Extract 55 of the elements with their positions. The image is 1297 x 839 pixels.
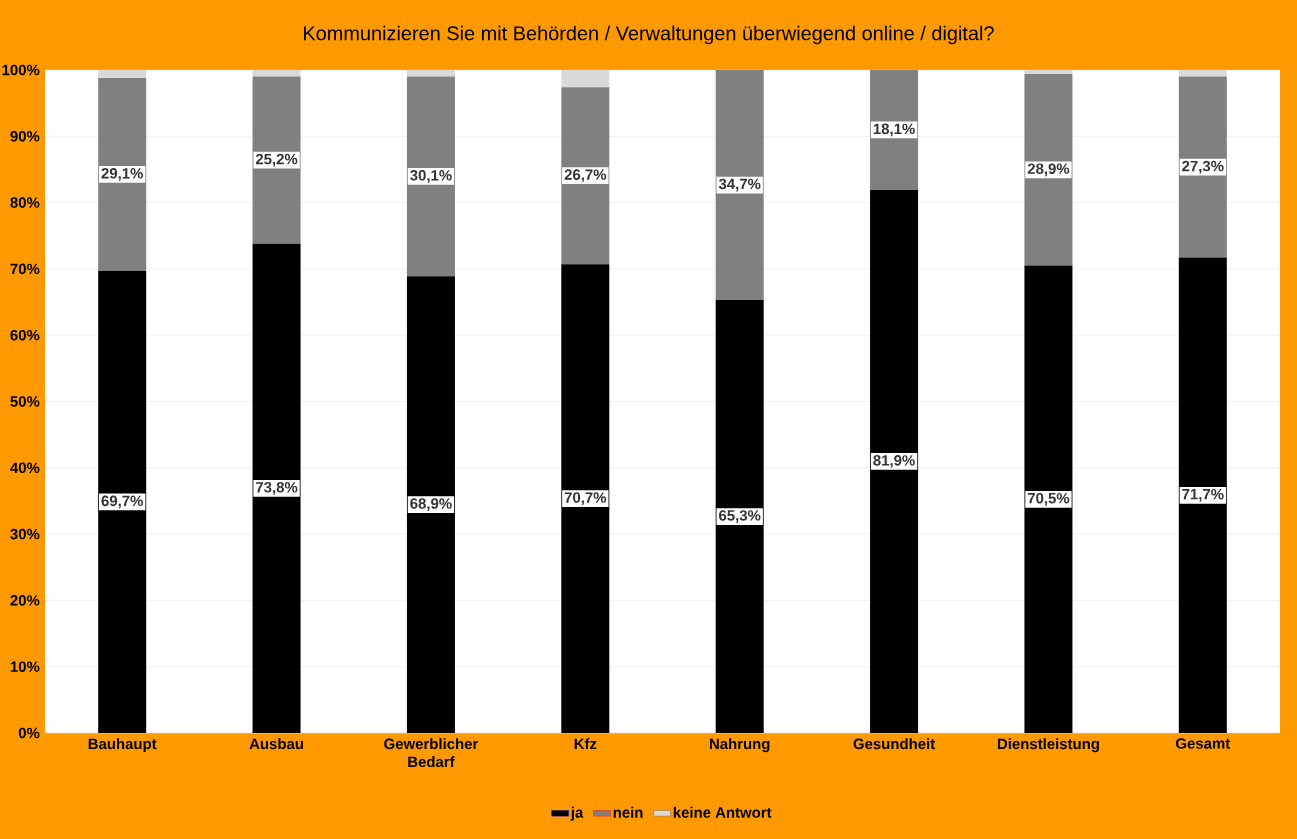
data-label: 18,1% [873,123,915,137]
y-tick-label: 90% [10,131,40,142]
y-tick-label: 60% [10,329,40,341]
bar [252,76,301,244]
data-label: 27,3% [1182,160,1224,174]
x-tick-label: Bauhaupt [88,738,157,753]
data-label: 73,8% [256,481,298,495]
x-tick-label: Kfz [574,738,597,750]
data-label: 28,9% [1027,163,1070,177]
x-tick-label: Gewerblicher Bedarf [384,738,479,768]
bar [1178,257,1227,733]
data-label: 25,2% [255,153,298,167]
y-tick-label: 20% [10,595,40,606]
data-label: 65,3% [719,510,761,523]
bar [1024,73,1073,266]
bar [98,77,147,271]
bar [715,69,764,301]
x-tick-label: Dienstleistung [997,738,1099,753]
bar [406,76,455,277]
bar [561,264,610,733]
y-tick-label: 30% [10,528,40,540]
y-tick-label: 0% [18,727,40,739]
y-tick-label: 10% [10,661,40,672]
y-tick-label: 100% [2,64,40,76]
bar [1024,265,1073,733]
y-tick-label: 80% [10,197,40,208]
bar [870,190,919,733]
x-tick-label: Ausbau [249,738,303,750]
bar [870,69,919,190]
y-tick-label: 50% [10,396,40,407]
bar [252,243,301,733]
bar [406,276,455,733]
x-tick-label: Nahrung [709,738,770,753]
data-label: 68,9% [410,498,452,511]
data-label: 34,7% [718,178,761,192]
legend-label: ja [570,806,584,821]
data-label: 26,7% [564,169,607,183]
bar [561,87,610,265]
legend-label: nein [613,806,643,818]
legend-label: keine Antwort [673,806,772,818]
chart-title: Kommunizieren Sie mit Behörden / Verwaltungen überwiegend online / digital? [304,25,994,45]
data-label: 70,5% [1027,492,1070,506]
bar [1178,76,1227,258]
y-tick-label: 70% [10,263,40,275]
data-label: 70,7% [564,492,607,505]
y-tick-label: 40% [10,462,40,474]
data-label: 69,7% [101,495,143,509]
data-label: 71,7% [1182,488,1224,502]
x-tick-label: Gesundheit [853,738,935,750]
data-label: 81,9% [873,455,915,468]
data-label: 30,1% [410,170,452,183]
x-tick-label: Gesamt [1176,738,1231,749]
bar [98,270,147,733]
data-label: 29,1% [101,168,143,181]
bar [715,300,764,733]
